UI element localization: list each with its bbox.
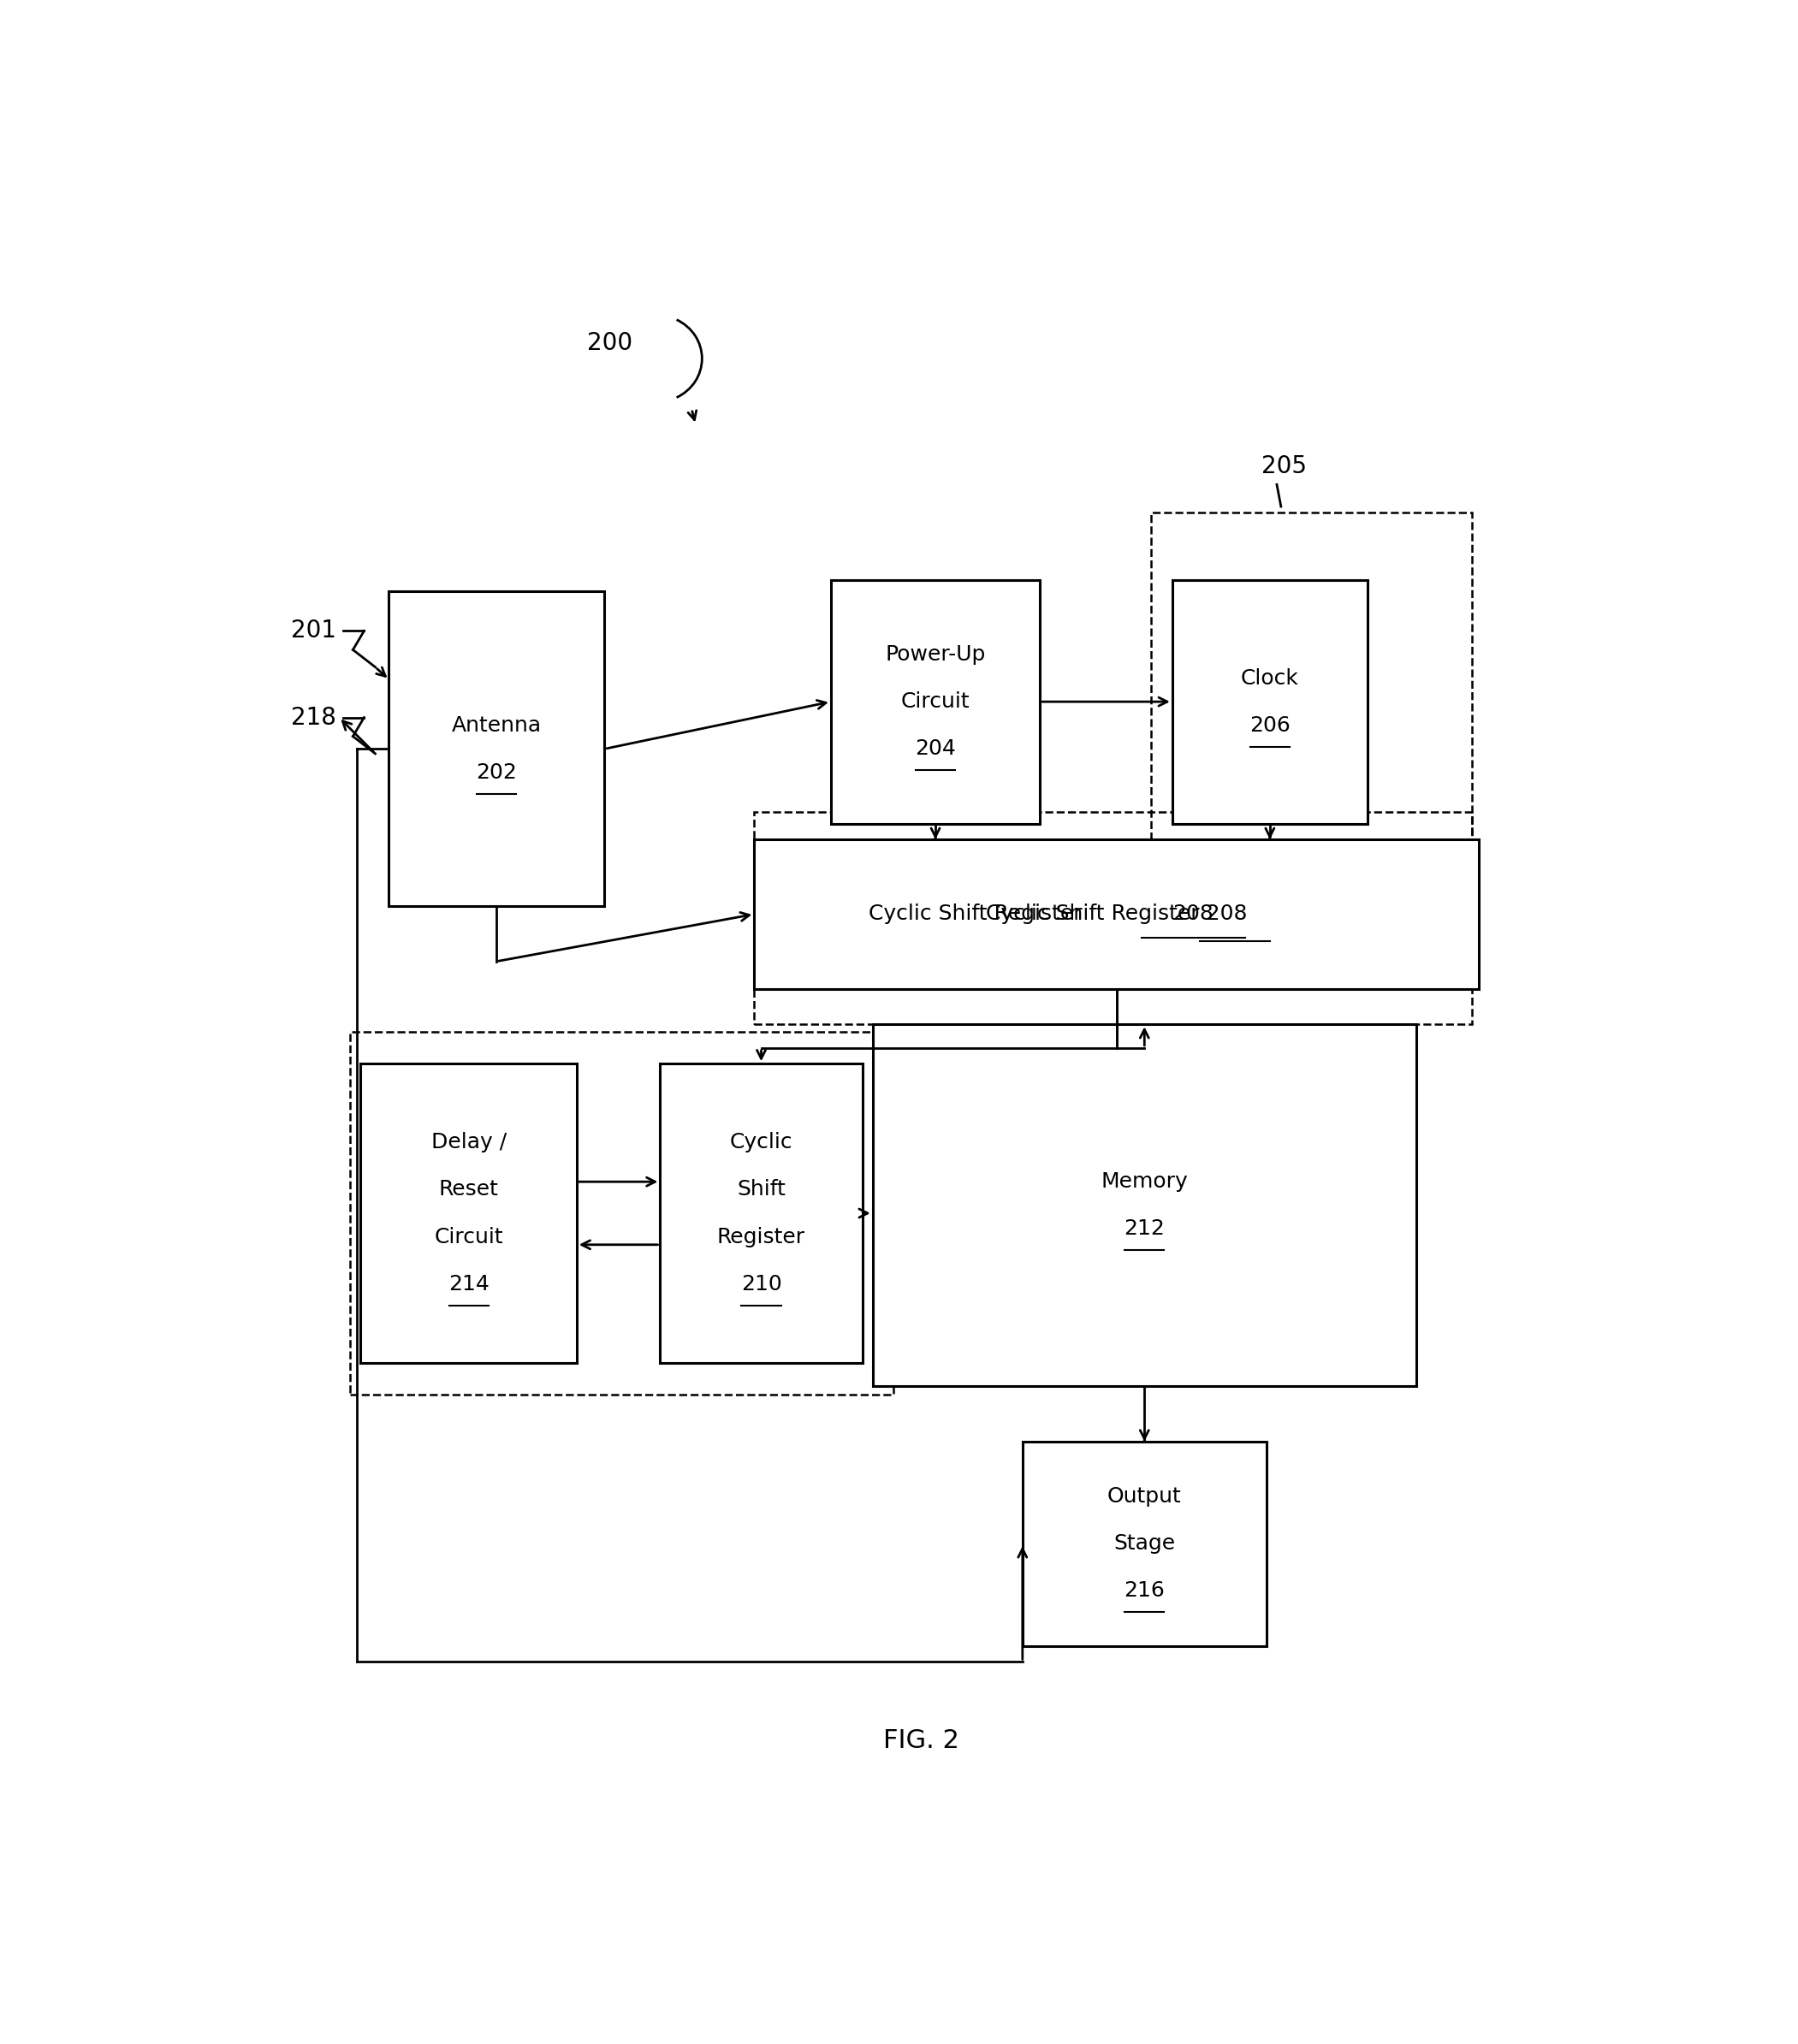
Text: Stage: Stage xyxy=(1113,1533,1176,1553)
Text: Cyclic: Cyclic xyxy=(730,1132,793,1153)
Text: Reset: Reset xyxy=(439,1179,498,1200)
Text: 210: 210 xyxy=(741,1273,782,1294)
Text: 206: 206 xyxy=(1250,715,1291,736)
Text: Delay /: Delay / xyxy=(432,1132,507,1153)
Text: 218: 218 xyxy=(291,705,336,730)
Bar xyxy=(1172,580,1366,824)
Text: Cyclic Shift Register 208: Cyclic Shift Register 208 xyxy=(985,903,1248,924)
Bar xyxy=(660,1063,863,1363)
Bar xyxy=(831,580,1039,824)
Text: 216: 216 xyxy=(1124,1580,1165,1600)
Text: Circuit: Circuit xyxy=(433,1226,503,1247)
Text: 214: 214 xyxy=(448,1273,489,1294)
Text: Output: Output xyxy=(1108,1486,1181,1506)
Text: Power-Up: Power-Up xyxy=(885,644,985,664)
Text: Register: Register xyxy=(717,1226,806,1247)
Text: 208: 208 xyxy=(1172,903,1214,924)
Text: 205: 205 xyxy=(1260,454,1307,478)
Text: Shift: Shift xyxy=(737,1179,786,1200)
Text: FIG. 2: FIG. 2 xyxy=(883,1727,960,1754)
Bar xyxy=(872,1024,1417,1386)
Bar xyxy=(351,1032,894,1394)
Text: 201: 201 xyxy=(291,619,336,644)
Text: Circuit: Circuit xyxy=(901,691,969,711)
Text: 212: 212 xyxy=(1124,1218,1165,1239)
Text: 202: 202 xyxy=(476,762,518,783)
Bar xyxy=(1151,513,1473,844)
Bar xyxy=(388,591,604,905)
Text: Memory: Memory xyxy=(1100,1171,1188,1192)
Text: 200: 200 xyxy=(586,331,633,356)
Bar xyxy=(755,811,1473,1024)
Bar xyxy=(361,1063,577,1363)
Text: 204: 204 xyxy=(915,738,957,758)
Text: Cyclic Shift Register: Cyclic Shift Register xyxy=(868,903,1090,924)
Bar xyxy=(755,840,1480,989)
Text: Antenna: Antenna xyxy=(451,715,541,736)
Text: Clock: Clock xyxy=(1241,668,1298,689)
Bar xyxy=(1023,1441,1266,1645)
